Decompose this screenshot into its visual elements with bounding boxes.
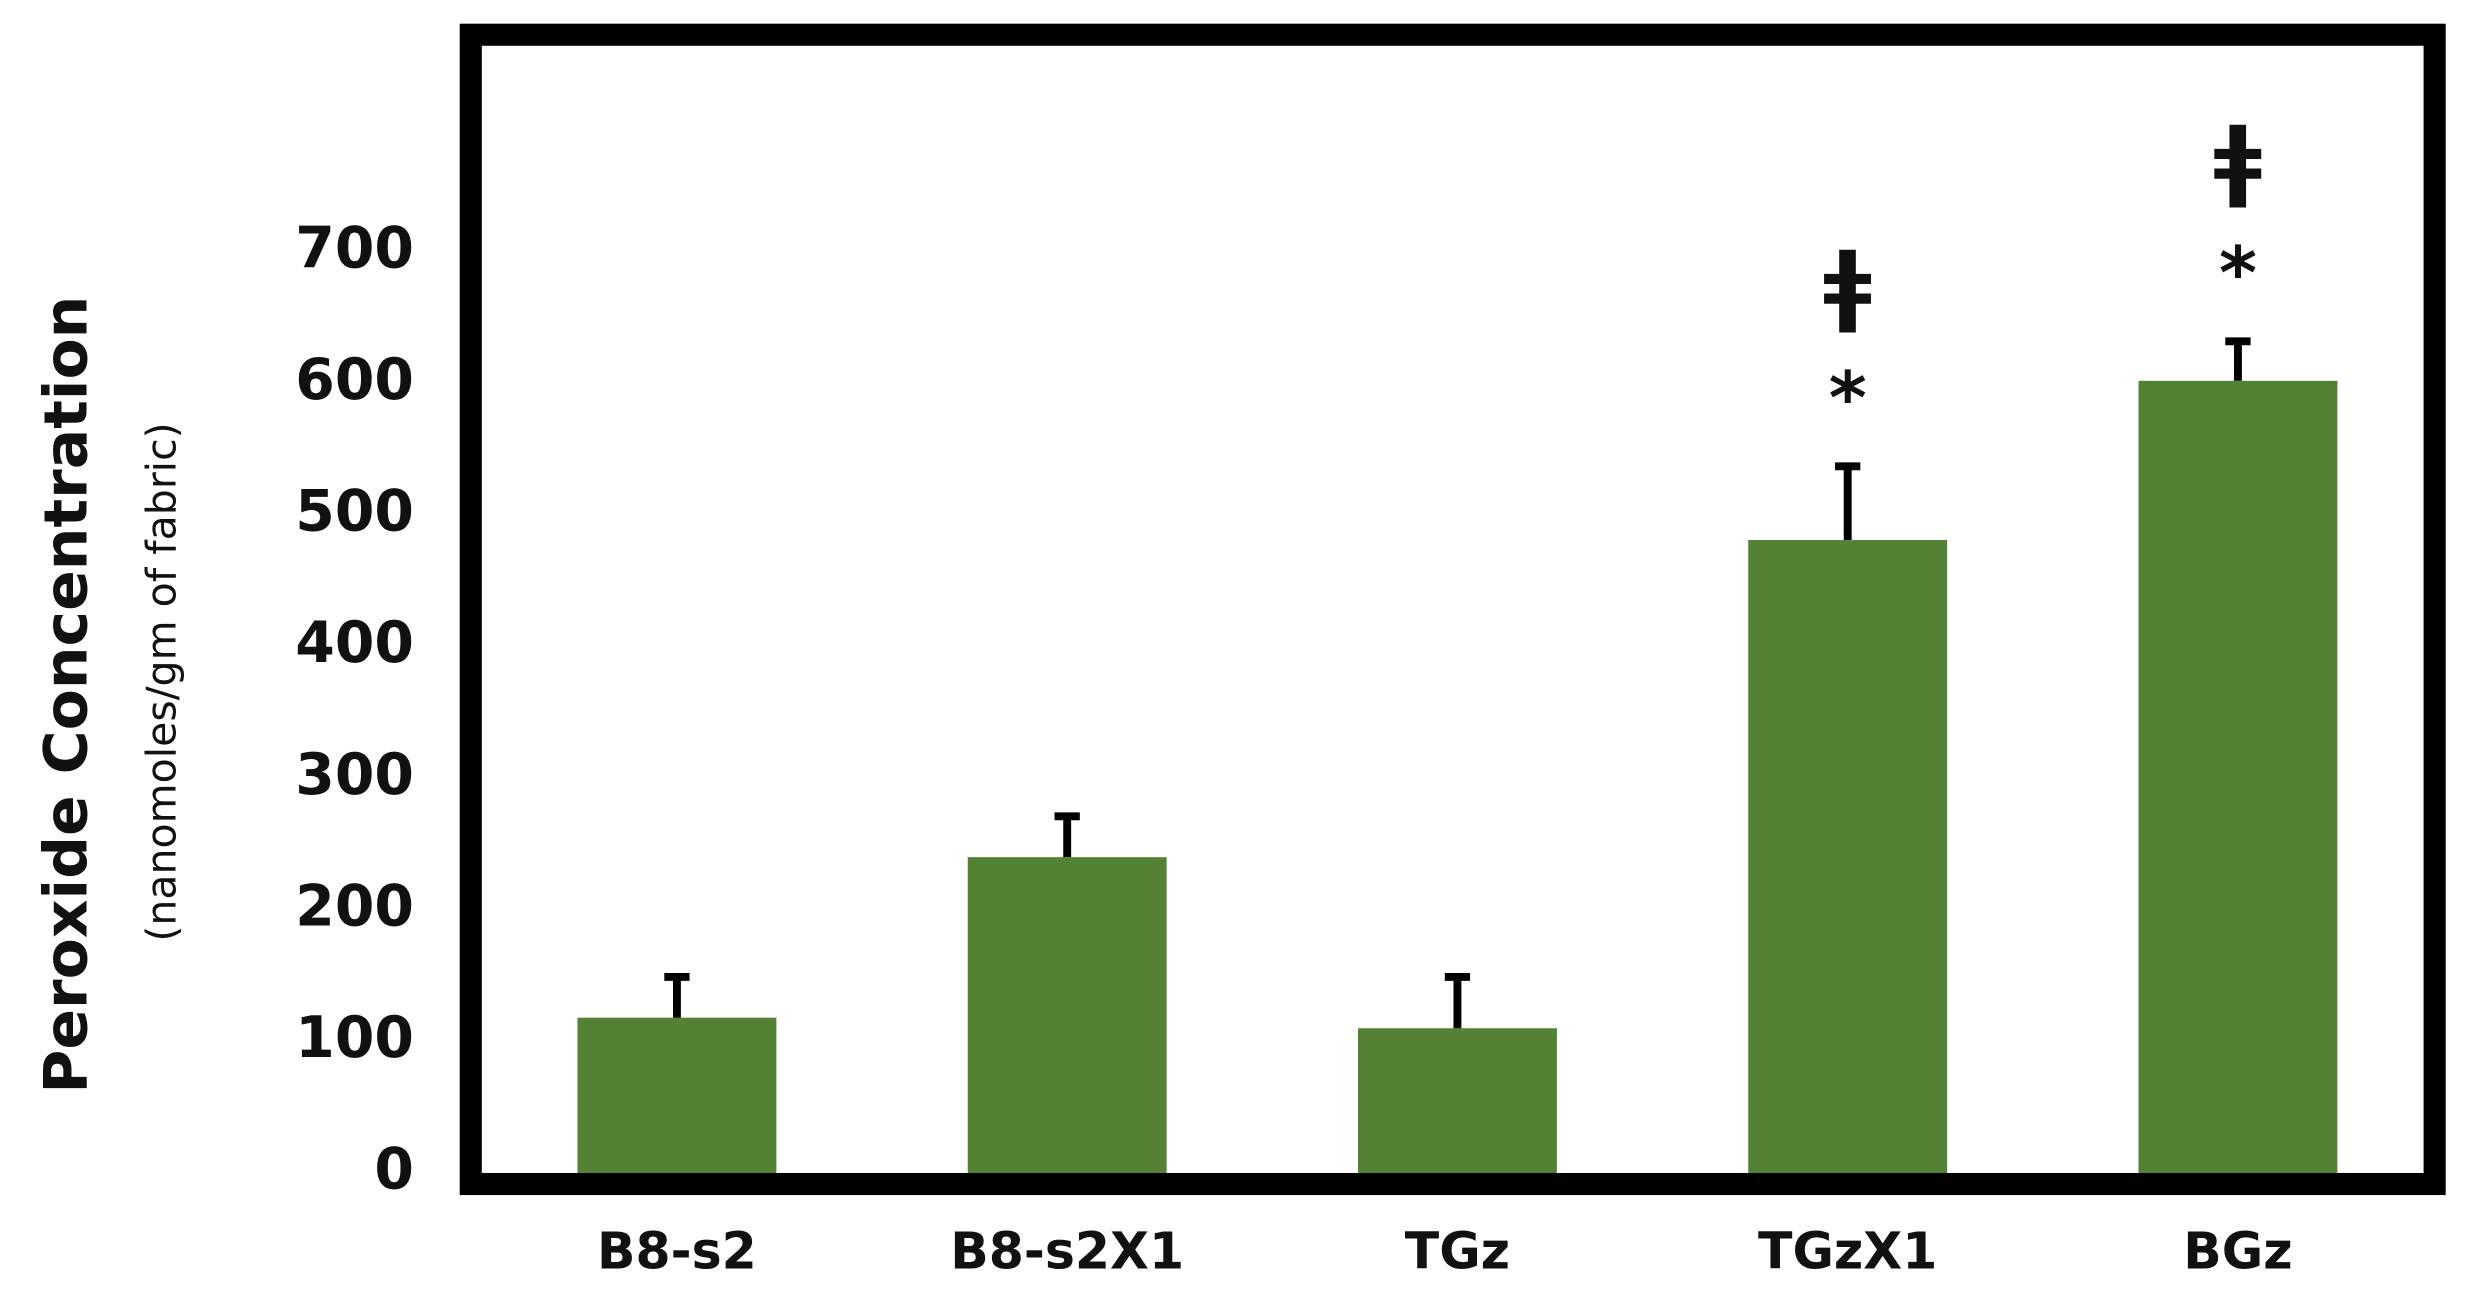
y-tick-label: 300: [295, 742, 414, 808]
annotation: *: [2219, 232, 2257, 316]
bar: [577, 1017, 777, 1173]
y-tick-label: 0: [374, 1137, 414, 1203]
bar: [1748, 540, 1948, 1173]
x-tick-label: B8-s2: [597, 1222, 757, 1281]
y-tick-label: 500: [295, 479, 414, 545]
y-tick-label: 600: [295, 347, 414, 413]
annotation: ǂ: [1824, 232, 1872, 335]
x-tick-label: TGz: [1405, 1222, 1510, 1281]
plot-frame: [459, 23, 2446, 1196]
bar: [2138, 380, 2338, 1173]
x-tick-label: B8-s2X1: [950, 1222, 1184, 1281]
y-axis-subtitle: (nanomoles/gm of fabric): [137, 422, 185, 941]
x-tick-label: TGzX1: [1758, 1222, 1937, 1281]
x-tick-label: BGz: [2183, 1222, 2292, 1281]
annotation: ǂ: [2214, 107, 2262, 210]
y-tick-label: 200: [295, 873, 414, 939]
y-tick-label: 400: [295, 610, 414, 676]
bar: [1357, 1028, 1557, 1173]
annotation: *: [1829, 357, 1867, 441]
y-axis-title: Peroxide Concentration: [31, 296, 101, 1094]
y-tick-label: 700: [295, 215, 414, 281]
bar: [967, 857, 1167, 1173]
y-tick-label: 100: [295, 1005, 414, 1071]
